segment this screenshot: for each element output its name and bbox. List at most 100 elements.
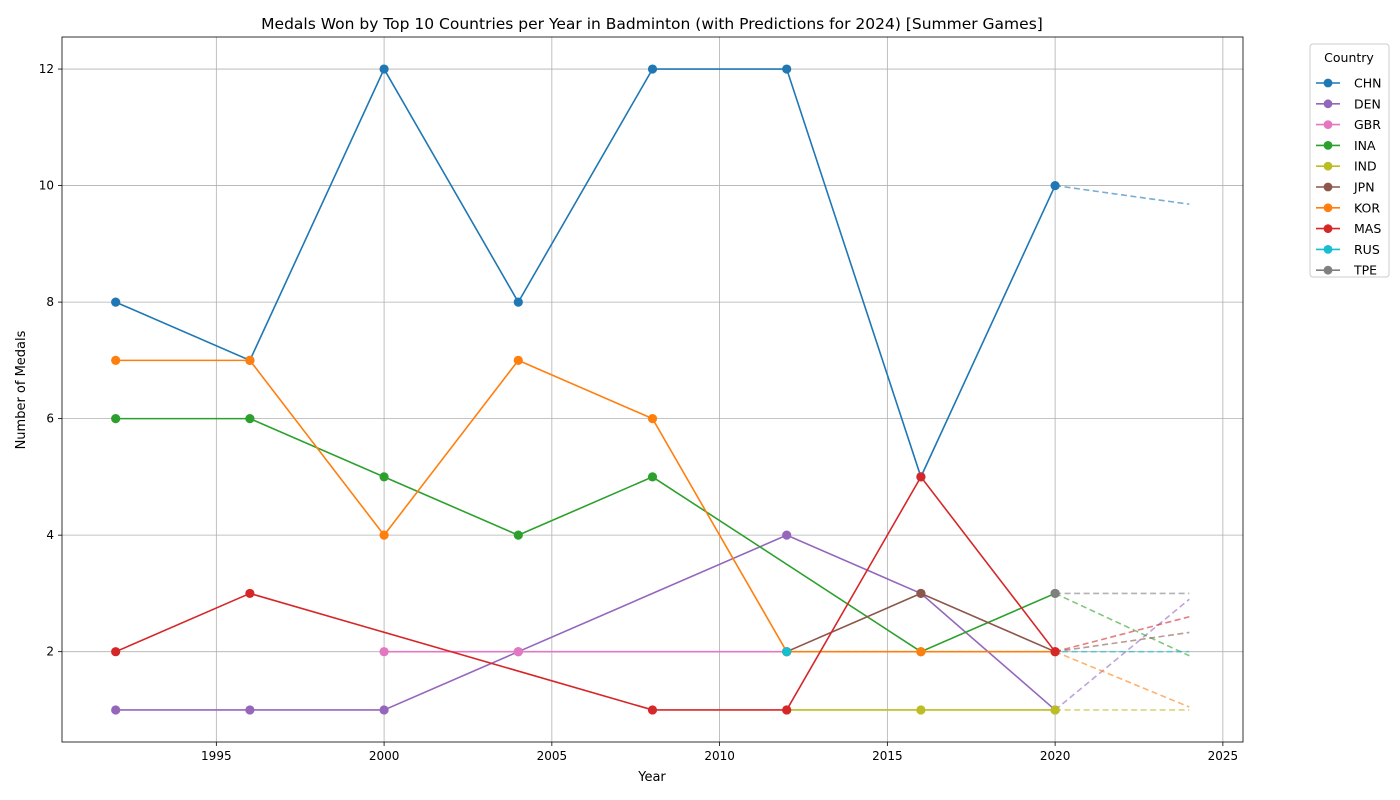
data-point-den	[782, 530, 792, 540]
prediction-line-ina	[1054, 592, 1190, 657]
legend-item-kor: KOR	[1316, 200, 1380, 215]
series-tpe	[1050, 588, 1060, 599]
series-line-den	[115, 534, 1056, 711]
legend-marker	[1323, 203, 1333, 213]
legend-marker	[1323, 141, 1333, 150]
series-line-kor	[115, 359, 1056, 653]
data-point-kor	[379, 530, 389, 540]
legend-label: KOR	[1354, 200, 1380, 215]
data-point-den	[111, 705, 121, 715]
grid	[62, 37, 1243, 742]
data-point-kor	[647, 414, 658, 424]
legend-marker	[1323, 224, 1333, 234]
data-point-mas	[111, 647, 121, 657]
data-point-mas	[647, 705, 658, 715]
legend-marker	[1323, 99, 1333, 109]
data-point-den	[379, 705, 389, 715]
y-tick-label: 6	[46, 412, 54, 426]
x-tick-label: 2005	[537, 749, 568, 763]
legend-title: Country	[1324, 50, 1374, 65]
data-point-ina	[245, 414, 255, 424]
legend-marker	[1323, 78, 1333, 88]
legend-label: DEN	[1354, 96, 1381, 111]
data-point-kor	[916, 647, 926, 657]
legend-item-rus: RUS	[1316, 242, 1380, 257]
data-point-ind	[1050, 705, 1060, 715]
data-point-chn	[379, 64, 389, 74]
plot-area-frame	[61, 36, 1244, 743]
legend-marker	[1323, 161, 1333, 171]
legend-item-gbr: GBR	[1316, 117, 1381, 132]
data-point-kor	[111, 355, 121, 365]
series-line-chn	[115, 67, 1056, 480]
x-tick-label: 2010	[704, 749, 735, 763]
data-point-ina	[111, 414, 121, 424]
data-point-ind	[916, 705, 926, 715]
data-point-chn	[111, 297, 121, 307]
data-point-mas	[916, 472, 926, 482]
data-point-kor	[513, 355, 523, 365]
x-tick-label: 2020	[1040, 749, 1071, 763]
legend-item-ind: IND	[1316, 159, 1377, 174]
x-tick-label: 2000	[369, 749, 400, 763]
data-point-mas	[782, 705, 792, 715]
legend-marker	[1323, 245, 1333, 254]
data-point-mas	[245, 588, 255, 599]
legend-item-tpe: TPE	[1316, 263, 1377, 278]
series-line-jpn	[786, 592, 1056, 653]
data-point-tpe	[1050, 588, 1060, 599]
data-point-ina	[513, 530, 523, 540]
data-point-jpn	[916, 588, 926, 599]
y-tick-label: 12	[39, 62, 54, 76]
y-tick-label: 10	[39, 179, 54, 193]
series-mas	[111, 472, 1060, 715]
data-point-chn	[647, 64, 658, 74]
prediction-line-mas	[1054, 615, 1190, 653]
data-point-kor	[245, 355, 255, 365]
legend-label: RUS	[1354, 242, 1380, 257]
legend: Country CHN DEN GBR INA IND JPN KOR MAS RUS TPE	[1309, 43, 1390, 278]
ticks: 1995 2000 2005 2010 2015 2020 2025 2 4 6 8 10 12	[39, 62, 1238, 763]
legend-label: INA	[1354, 138, 1376, 153]
x-tick-label: 2025	[1208, 749, 1239, 763]
legend-label: JPN	[1353, 180, 1375, 195]
y-axis-label: Number of Medals	[14, 330, 29, 449]
x-tick-label: 2015	[872, 749, 903, 763]
legend-marker	[1323, 182, 1333, 192]
x-axis-label: Year	[637, 770, 666, 785]
data-point-chn	[782, 64, 792, 74]
series-ind	[782, 705, 1060, 715]
y-tick-label: 8	[46, 295, 54, 309]
legend-label: MAS	[1354, 221, 1381, 236]
data-point-gbr	[513, 647, 523, 657]
y-tick-label: 2	[46, 645, 54, 659]
data-point-rus	[782, 647, 792, 657]
series-rus	[782, 647, 792, 657]
series-den	[111, 530, 1060, 715]
legend-item-ina: INA	[1316, 138, 1376, 153]
prediction-line-kor	[1054, 650, 1190, 708]
prediction-line-den	[1054, 598, 1190, 711]
data-point-gbr	[379, 647, 389, 657]
prediction-line-chn	[1055, 184, 1190, 206]
legend-marker	[1323, 120, 1333, 129]
legend-item-mas: MAS	[1316, 221, 1381, 236]
data-point-chn	[513, 297, 523, 307]
data-point-chn	[1050, 180, 1060, 191]
chart-title: Medals Won by Top 10 Countries per Year …	[261, 15, 1043, 33]
data-point-ina	[379, 472, 389, 482]
y-tick-label: 4	[46, 528, 54, 542]
legend-label: GBR	[1354, 117, 1381, 132]
legend-item-jpn: JPN	[1316, 180, 1375, 195]
legend-marker	[1323, 265, 1333, 275]
data-point-den	[245, 705, 255, 715]
series-line-mas	[115, 475, 1056, 711]
x-tick-label: 1995	[201, 749, 232, 763]
data-point-mas	[1050, 647, 1060, 657]
legend-label: IND	[1354, 159, 1377, 174]
series-layer	[111, 64, 1190, 715]
legend-item-chn: CHN	[1316, 76, 1381, 91]
legend-item-den: DEN	[1316, 96, 1381, 111]
legend-label: TPE	[1353, 263, 1377, 278]
